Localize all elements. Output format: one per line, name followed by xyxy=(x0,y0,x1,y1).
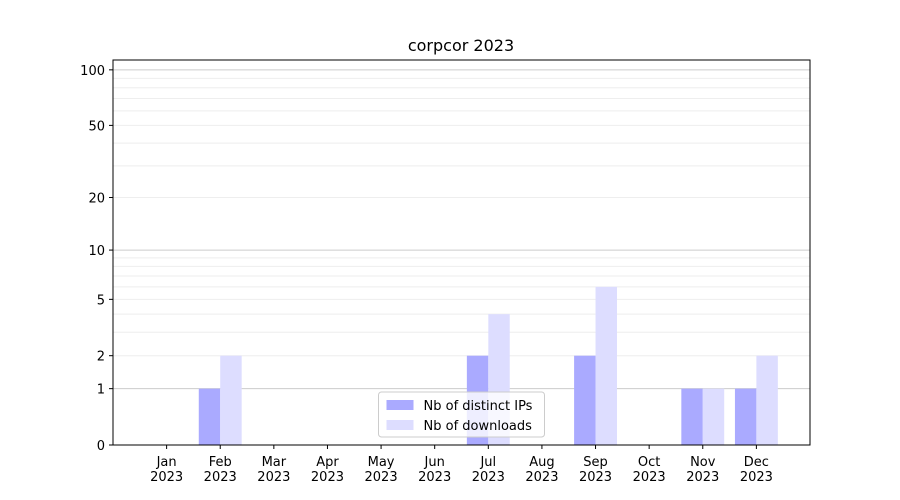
x-tick-label: Feb 2023 xyxy=(204,455,237,485)
y-tick-label: 0 xyxy=(97,439,105,454)
bar xyxy=(595,286,617,445)
legend-label: Nb of downloads xyxy=(424,419,533,434)
legend-swatch xyxy=(386,420,414,430)
y-tick-label: 20 xyxy=(88,192,105,207)
bar xyxy=(734,388,757,445)
x-tick-label: Apr 2023 xyxy=(311,455,344,485)
x-tick-label: Dec 2023 xyxy=(740,455,773,485)
y-tick-label: 1 xyxy=(97,383,105,398)
bar xyxy=(220,355,242,445)
bar xyxy=(702,388,725,445)
y-tick-label: 2 xyxy=(97,350,105,365)
x-tick-label: Jun 2023 xyxy=(418,455,451,485)
x-tick-label: Sep 2023 xyxy=(579,455,612,485)
x-tick-label: Aug 2023 xyxy=(525,455,558,485)
legend-swatch xyxy=(386,400,414,410)
x-tick-label: Oct 2023 xyxy=(633,455,666,485)
plot-frame xyxy=(112,59,811,446)
x-tick-label: Nov 2023 xyxy=(686,455,719,485)
chart-title: corpcor 2023 xyxy=(408,36,514,55)
x-tick-label: Jan 2023 xyxy=(150,455,183,485)
x-tick-label: May 2023 xyxy=(365,455,398,485)
x-tick-label: Mar 2023 xyxy=(257,455,290,485)
bar xyxy=(681,388,703,445)
bar xyxy=(198,388,221,445)
x-tick-label: Jul 2023 xyxy=(472,455,505,485)
y-tick-label: 5 xyxy=(97,293,105,308)
legend-label: Nb of distinct IPs xyxy=(424,399,533,414)
legend-box xyxy=(378,391,545,438)
y-tick-label: 50 xyxy=(88,119,105,134)
y-tick-label: 100 xyxy=(80,64,105,79)
y-tick-label: 10 xyxy=(88,244,105,259)
bar xyxy=(574,355,596,445)
bar xyxy=(756,355,778,445)
